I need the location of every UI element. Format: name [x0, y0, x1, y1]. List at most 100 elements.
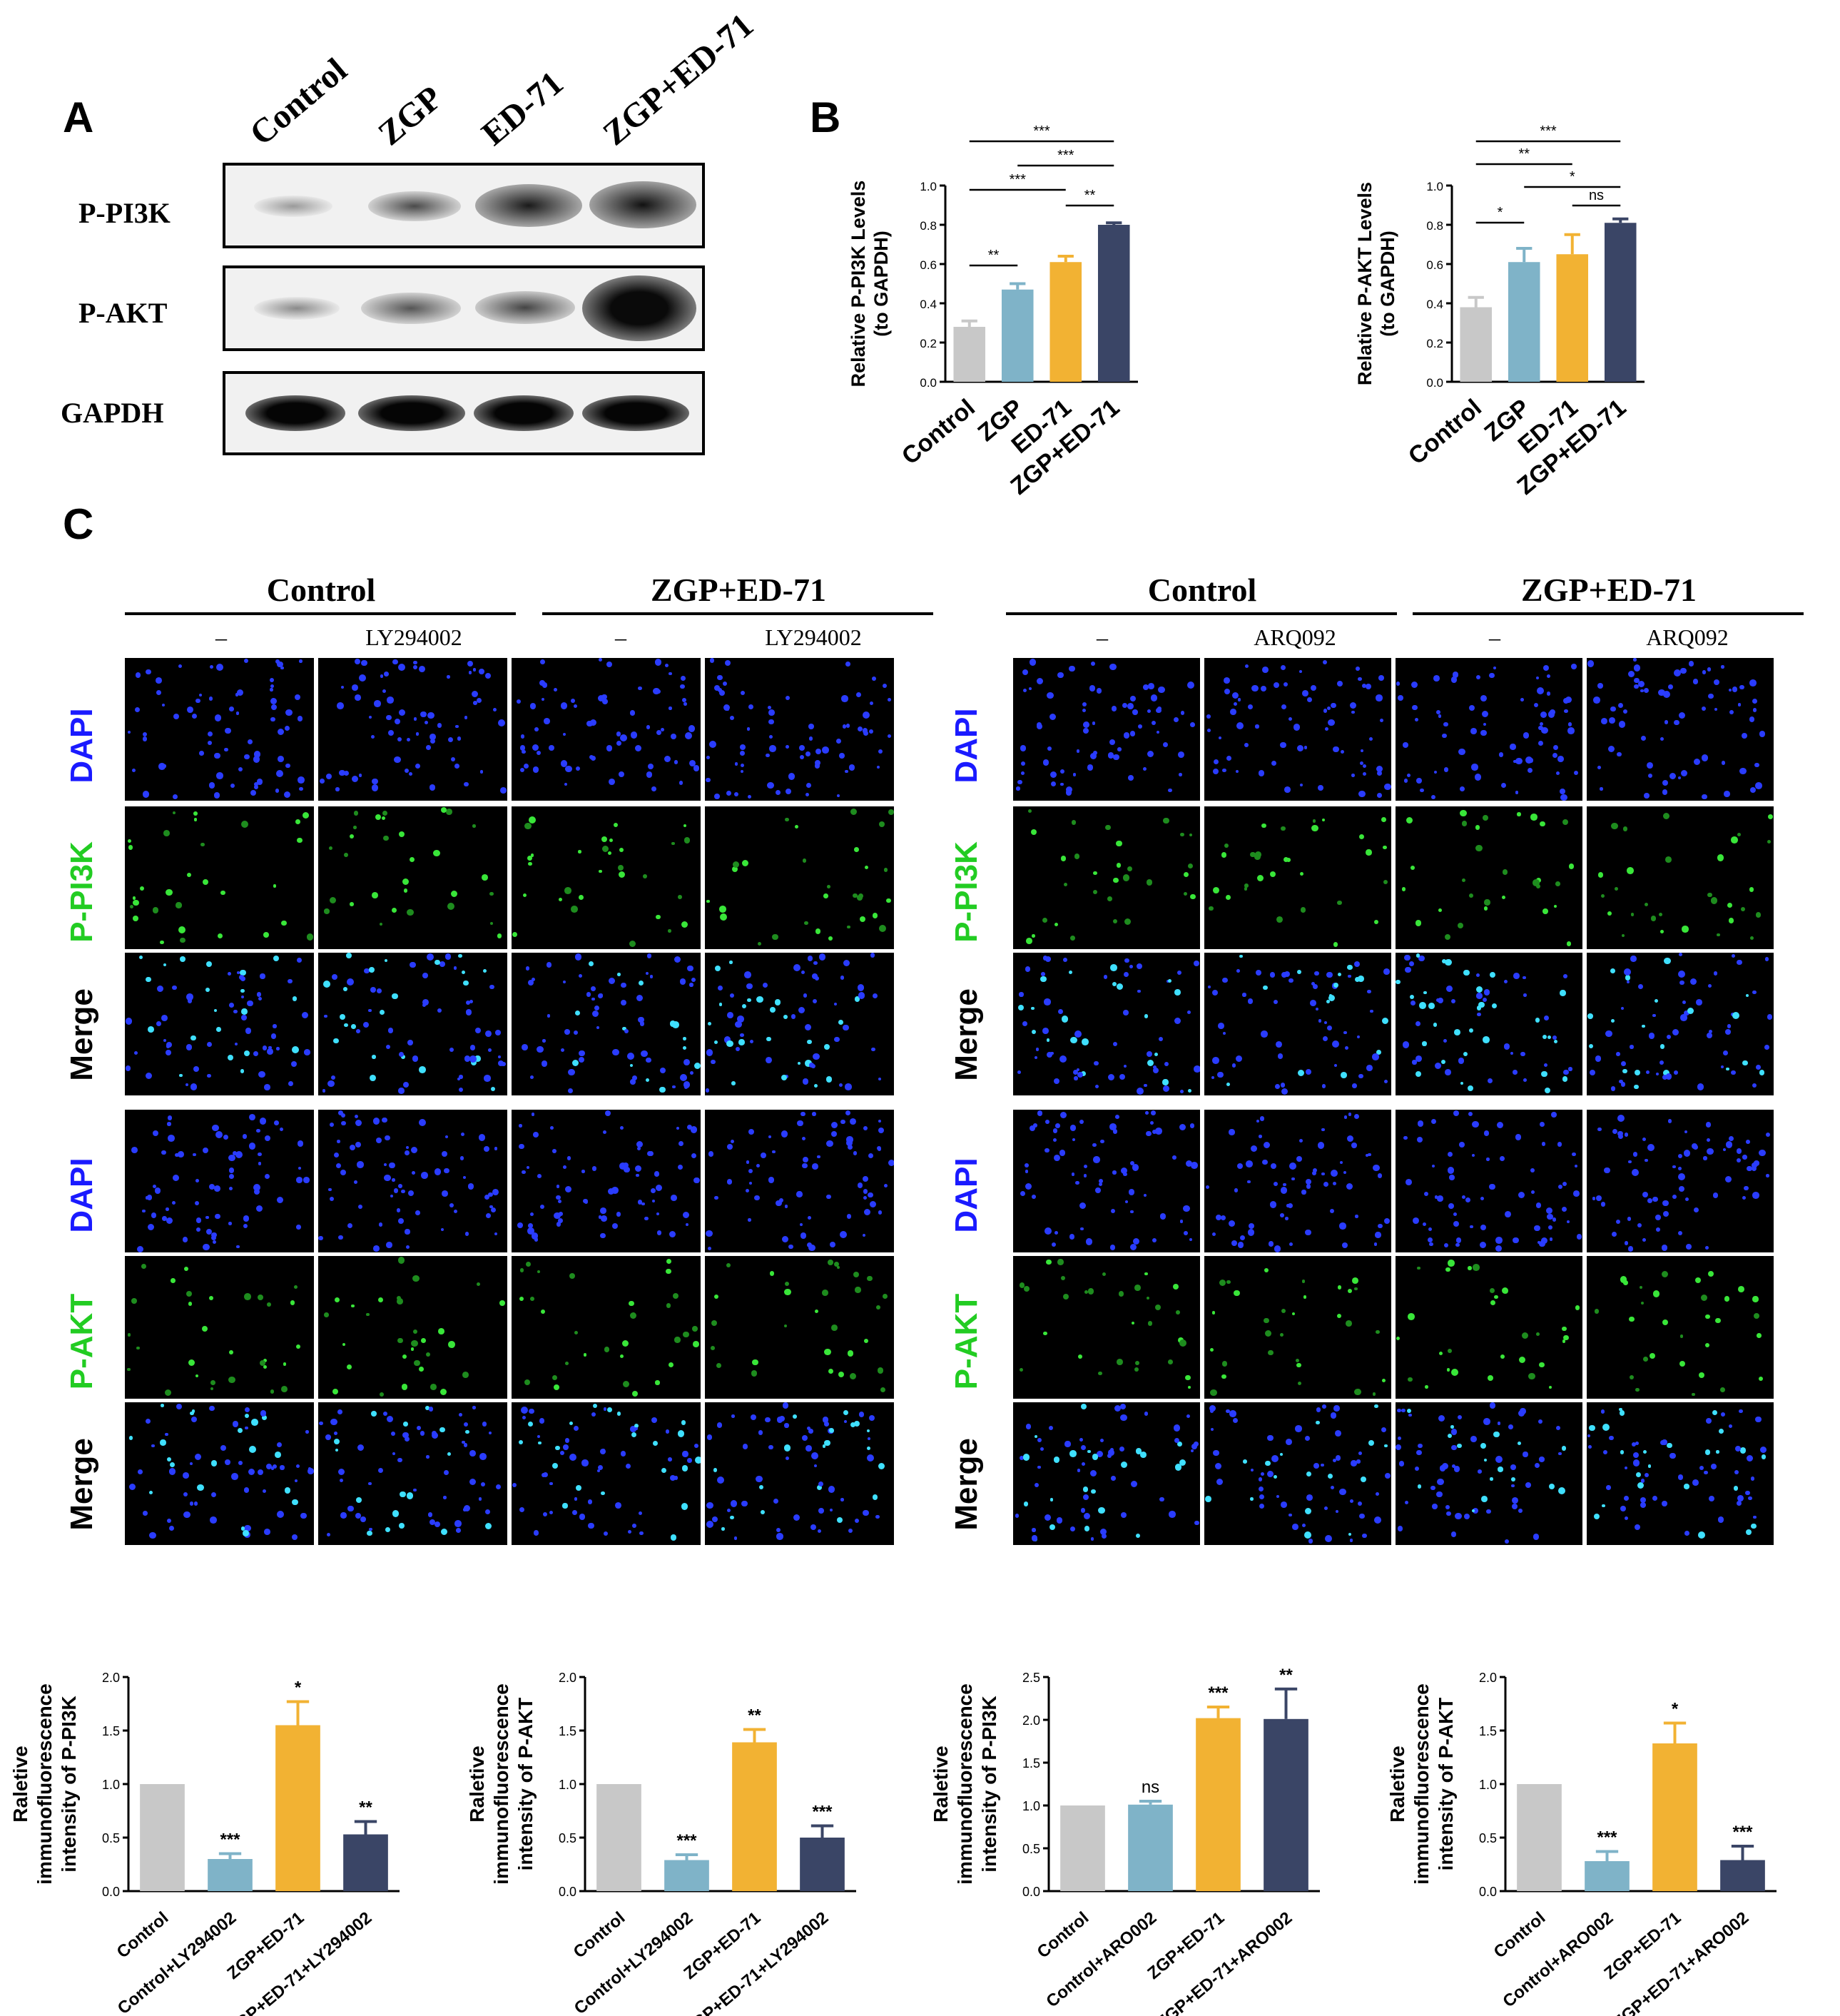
- significance-label: ***: [1732, 1823, 1753, 1842]
- microscopy-image: [1204, 1110, 1391, 1252]
- microscopy-image: [1396, 1256, 1582, 1399]
- significance-label: ***: [220, 1830, 240, 1850]
- y-tick-label: 0.0: [102, 1885, 120, 1899]
- y-tick-label: 1.5: [1022, 1756, 1040, 1771]
- comparison-label: ns: [1589, 188, 1604, 203]
- comparison-label: *: [1498, 205, 1503, 221]
- significance-label: *: [1672, 1700, 1679, 1719]
- blot-row-label: P-PI3K: [78, 197, 171, 229]
- significance-label: ***: [676, 1831, 697, 1850]
- group-title: ZGP+ED-71: [1521, 572, 1697, 608]
- microscopy-image: [1587, 1256, 1774, 1399]
- comparison-label: ***: [1540, 123, 1557, 139]
- significance-label: **: [748, 1706, 761, 1726]
- microscopy-image: [705, 1256, 894, 1399]
- treatment-label: LY294002: [365, 624, 462, 650]
- bar: [596, 1784, 641, 1891]
- treatment-label: –: [215, 624, 227, 650]
- bar: [1585, 1861, 1630, 1891]
- chart-b-p-akt: 0.0 0.2 0.4 0.6 0.8 1.0 Relative P-AKT Levels(…: [1354, 123, 1645, 500]
- significance-label: *: [295, 1678, 302, 1698]
- bar: [1460, 307, 1493, 382]
- panel-label-c: C: [63, 500, 94, 548]
- y-tick-label: 0.4: [1426, 298, 1443, 311]
- bar: [1264, 1718, 1308, 1891]
- row-label: Merge: [64, 1438, 99, 1531]
- y-tick-label: 2.0: [1479, 1671, 1497, 1685]
- y-axis-label: Raletive: [466, 1746, 488, 1822]
- row-label: Merge: [64, 988, 99, 1081]
- treatment-label: –: [1097, 624, 1108, 650]
- microscopy-image: [125, 1256, 314, 1399]
- comparison-label: ***: [1010, 172, 1027, 188]
- chart-b-p-pi3k: 0.0 0.2 0.4 0.6 0.8 1.0 Relative P-PI3K Levels…: [848, 123, 1138, 500]
- y-tick-label: 0.8: [920, 219, 937, 233]
- blot-strip-p-akt: [223, 265, 705, 351]
- y-axis-label: Relative P-AKT Levels: [1354, 182, 1376, 385]
- y-tick-label: 0.5: [102, 1831, 120, 1845]
- bar: [953, 327, 986, 382]
- microscopy-image: [512, 806, 701, 949]
- microscopy-image: [1204, 953, 1391, 1095]
- category-label: Control: [570, 1908, 629, 1962]
- microscopy-image: [125, 1402, 314, 1545]
- microscopy-image: [318, 953, 507, 1095]
- bar: [1196, 1718, 1241, 1891]
- row-label: P-AKT: [64, 1293, 99, 1390]
- row-label: DAPI: [949, 708, 984, 784]
- y-axis-label: intensity of P-PI3K: [978, 1696, 1000, 1872]
- group-title: Control: [266, 572, 376, 608]
- category-label: Control: [897, 394, 980, 470]
- comparison-label: ***: [1033, 123, 1050, 139]
- y-tick-label: 0.4: [920, 298, 937, 311]
- y-tick-label: 1.0: [920, 180, 937, 193]
- treatment-label: –: [1489, 624, 1500, 650]
- microscopy-image: [1587, 1110, 1774, 1252]
- significance-label: ns: [1142, 1778, 1159, 1797]
- comparison-label: **: [1518, 146, 1530, 162]
- y-axis-label: Raletive: [1386, 1746, 1408, 1822]
- y-tick-label: 1.5: [102, 1724, 120, 1738]
- y-axis-label: intensity of P-AKT: [1435, 1698, 1457, 1871]
- blot-row-label: P-AKT: [78, 297, 168, 329]
- bar: [1049, 262, 1082, 382]
- y-tick-label: 0.5: [559, 1831, 576, 1845]
- blot-column-label: ZGP+ED-71: [596, 6, 761, 153]
- row-label: DAPI: [64, 708, 99, 784]
- bar: [1720, 1860, 1765, 1891]
- category-label: Control: [113, 1908, 173, 1962]
- category-label: Control+ARO002: [1499, 1908, 1617, 2012]
- microscopy-image: [1587, 953, 1774, 1095]
- y-axis-label: immunofluorescence: [34, 1683, 56, 1885]
- microscopy-image: [1013, 1110, 1200, 1252]
- group-title: Control: [1147, 572, 1257, 608]
- treatment-label: LY294002: [765, 624, 862, 650]
- group-title: ZGP+ED-71: [651, 572, 826, 608]
- microscopy-image: [705, 658, 894, 801]
- microscopy-image: [512, 1256, 701, 1399]
- microscopy-image: [1204, 806, 1391, 949]
- y-axis-label: Raletive: [9, 1746, 31, 1822]
- bar: [275, 1725, 320, 1891]
- microscopy-image: [705, 1110, 894, 1252]
- treatment-label: ARQ092: [1254, 624, 1336, 650]
- microscopy-image: [512, 658, 701, 801]
- y-tick-label: 0.6: [1426, 258, 1443, 272]
- microscopy-image: [1396, 1110, 1582, 1252]
- y-tick-label: 2.5: [1022, 1671, 1040, 1685]
- microscopy-image: [1013, 1256, 1200, 1399]
- group-underline: [542, 612, 933, 615]
- y-axis-label: immunofluorescence: [490, 1683, 512, 1885]
- chart-c-akt-aro: 0.0 0.5 1.0 1.5 2.0 Raletive immunofluorescenc…: [1386, 1671, 1777, 2016]
- bar: [1001, 289, 1034, 382]
- microscopy-image: [512, 1110, 701, 1252]
- microscopy-image: [705, 806, 894, 949]
- row-label: P-PI3K: [949, 841, 984, 943]
- y-axis-label: immunofluorescence: [954, 1683, 976, 1885]
- bar: [208, 1859, 253, 1891]
- row-label: DAPI: [64, 1158, 99, 1233]
- microscopy-image: [705, 953, 894, 1095]
- y-axis-label: immunofluorescence: [1411, 1683, 1433, 1885]
- significance-label: ***: [1208, 1683, 1229, 1703]
- microscopy-image: [1396, 806, 1582, 949]
